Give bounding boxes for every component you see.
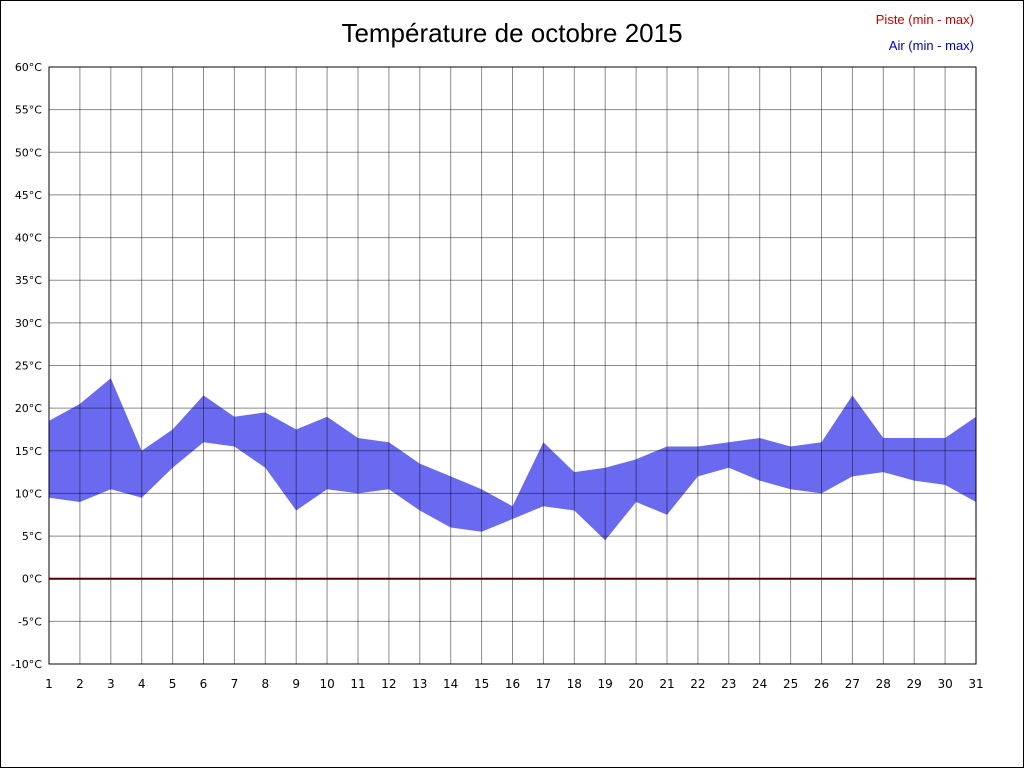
y-tick-label: 55°C — [15, 104, 42, 117]
plot-border — [48, 66, 977, 665]
x-tick-label: 4 — [138, 677, 146, 691]
x-tick-label: 13 — [412, 677, 427, 691]
y-tick-label: 15°C — [15, 445, 42, 458]
x-tick-label: 22 — [690, 677, 705, 691]
y-tick-label: -10°C — [11, 658, 42, 671]
x-tick-label: 30 — [937, 677, 952, 691]
y-tick-label: 40°C — [15, 232, 42, 245]
y-tick-label: 45°C — [15, 189, 42, 202]
y-tick-label: 0°C — [22, 573, 42, 586]
x-tick-label: 16 — [505, 677, 520, 691]
x-tick-label: 12 — [381, 677, 396, 691]
x-tick-label: 9 — [292, 677, 300, 691]
y-tick-label: 5°C — [22, 530, 42, 543]
x-tick-label: 28 — [876, 677, 891, 691]
y-tick-label: 25°C — [15, 360, 42, 373]
x-tick-label: 26 — [814, 677, 829, 691]
x-tick-label: 7 — [231, 677, 239, 691]
y-tick-label: 20°C — [15, 402, 42, 415]
x-tick-label: 19 — [598, 677, 613, 691]
x-tick-label: 23 — [721, 677, 736, 691]
chart-title: Température de octobre 2015 — [341, 18, 683, 48]
x-tick-label: 11 — [350, 677, 365, 691]
x-tick-label: 31 — [968, 677, 983, 691]
x-tick-label: 14 — [443, 677, 458, 691]
x-tick-label: 10 — [319, 677, 334, 691]
x-tick-label: 15 — [474, 677, 489, 691]
x-tick-label: 3 — [107, 677, 115, 691]
legend: Piste (min - max) Air (min - max) — [876, 7, 974, 59]
x-tick-label: 18 — [567, 677, 582, 691]
x-tick-label: 21 — [659, 677, 674, 691]
x-tick-label: 20 — [628, 677, 643, 691]
x-tick-label: 2 — [76, 677, 84, 691]
legend-air: Air (min - max) — [888, 38, 974, 53]
x-tick-label: 6 — [200, 677, 208, 691]
x-tick-label: 1 — [45, 677, 53, 691]
y-tick-label: 50°C — [15, 146, 42, 159]
x-tick-label: 8 — [261, 677, 269, 691]
y-tick-label: -5°C — [18, 615, 42, 628]
x-tick-label: 25 — [783, 677, 798, 691]
x-tick-label: 27 — [845, 677, 860, 691]
y-tick-label: 10°C — [15, 487, 42, 500]
y-tick-label: 60°C — [15, 61, 42, 74]
x-tick-label: 5 — [169, 677, 177, 691]
legend-piste: Piste (min - max) — [875, 12, 974, 27]
x-tick-label: 29 — [907, 677, 922, 691]
y-tick-label: 30°C — [15, 317, 42, 330]
y-tick-label: 35°C — [15, 274, 42, 287]
x-tick-label: 24 — [752, 677, 767, 691]
air-minmax-band — [49, 378, 976, 541]
x-tick-label: 17 — [536, 677, 551, 691]
